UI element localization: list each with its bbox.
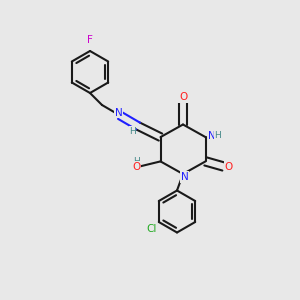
Text: O: O: [132, 161, 141, 172]
Text: N: N: [181, 172, 188, 182]
Text: H: H: [129, 127, 136, 136]
Text: O: O: [225, 161, 233, 172]
Text: O: O: [179, 92, 187, 102]
Text: Cl: Cl: [146, 224, 157, 235]
Text: N: N: [208, 130, 216, 141]
Text: F: F: [87, 34, 93, 45]
Text: H: H: [214, 131, 221, 140]
Text: N: N: [115, 107, 122, 118]
Text: H: H: [133, 158, 140, 166]
